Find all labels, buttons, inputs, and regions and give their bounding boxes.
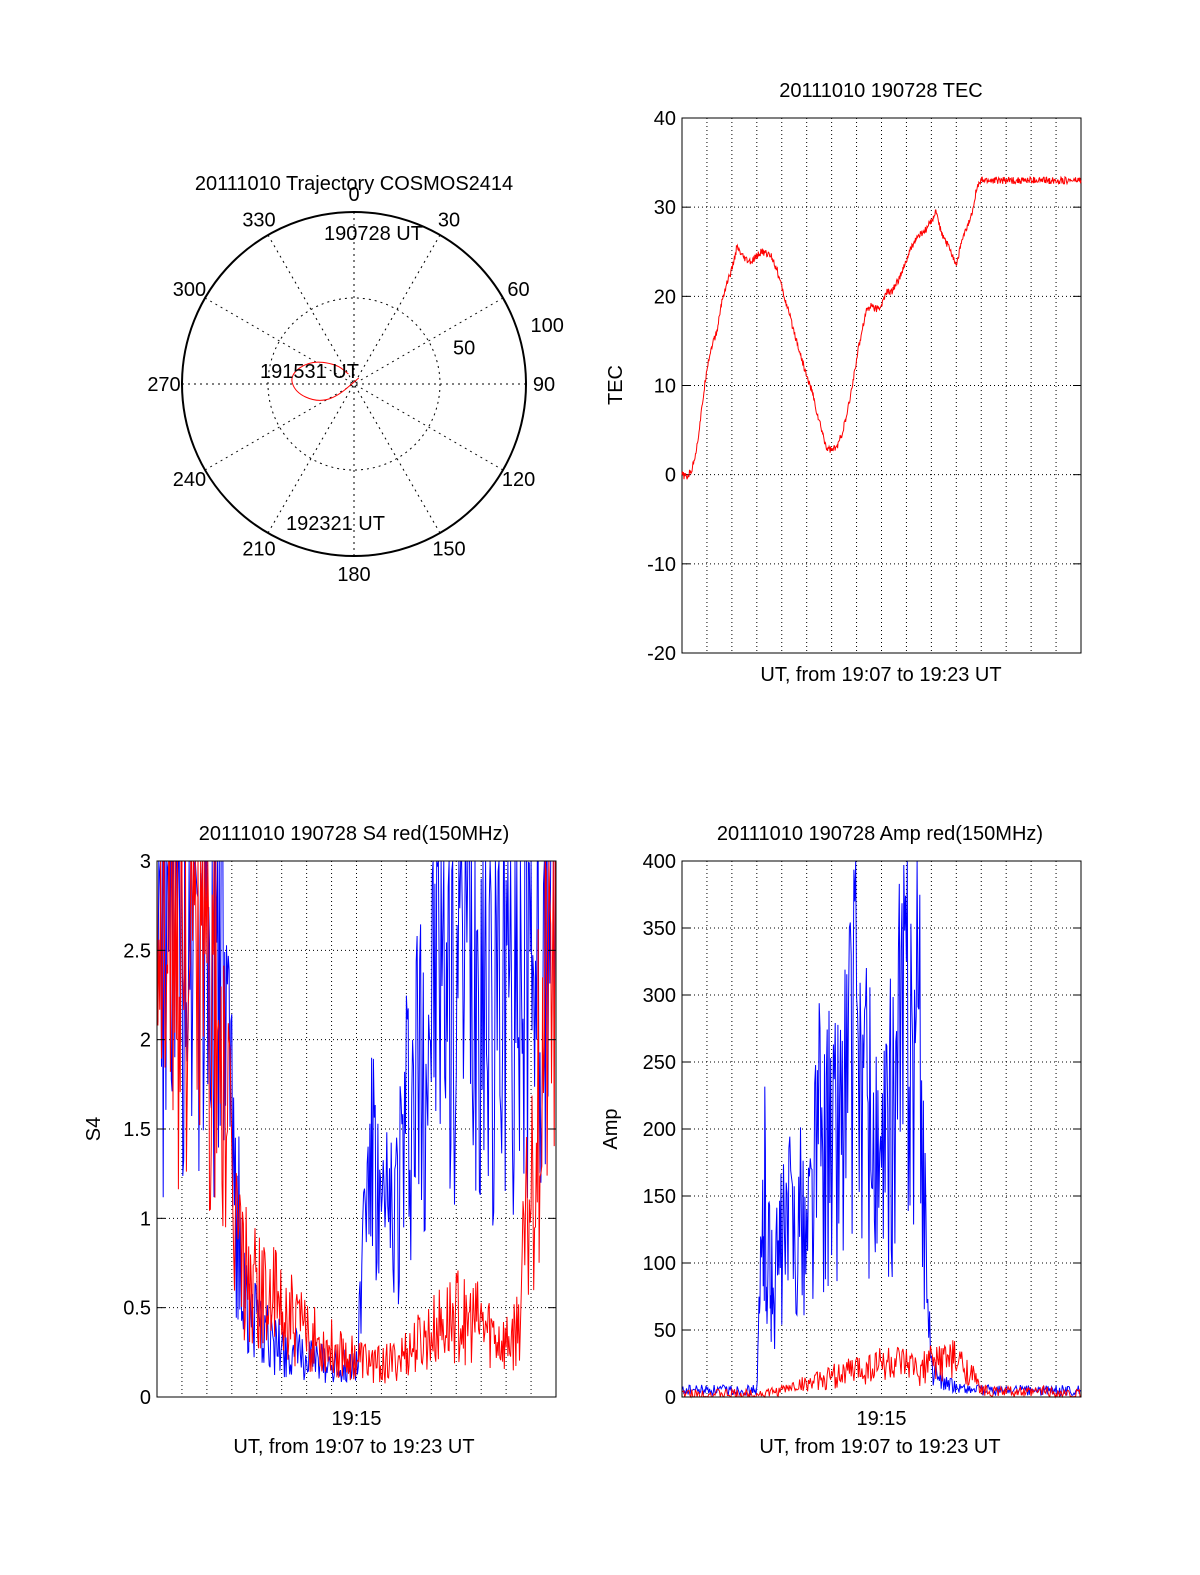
y-tick-label: 10 — [654, 376, 676, 398]
y-tick-label: 30 — [654, 197, 676, 219]
y-tick-label: -20 — [647, 643, 676, 665]
amp-title: 20111010 190728 Amp red(150MHz) — [717, 823, 1043, 845]
azimuth-label: 0 — [348, 184, 359, 206]
polar-title: 20111010 Trajectory COSMOS2414 — [195, 173, 513, 195]
azimuth-label: 120 — [502, 469, 535, 491]
y-tick-label: 350 — [643, 918, 676, 940]
y-tick-label: 0.5 — [123, 1298, 151, 1320]
s4-xlabel: UT, from 19:07 to 19:23 UT — [233, 1436, 474, 1458]
series-line — [681, 175, 1082, 480]
amp-xlabel: UT, from 19:07 to 19:23 UT — [759, 1436, 1000, 1458]
y-tick-label: 400 — [643, 851, 676, 873]
trajectory-middle-label: 191531 UT — [260, 361, 359, 383]
s4-title: 20111010 190728 S4 red(150MHz) — [199, 823, 510, 845]
radial-label: 100 — [530, 315, 563, 337]
y-tick-label: 100 — [643, 1253, 676, 1275]
trajectory-end-label: 192321 UT — [286, 513, 385, 535]
azimuth-label: 300 — [173, 279, 206, 301]
trajectory-start-label: 190728 UT — [324, 223, 423, 245]
s4-chart: 20111010 190728 S4 red(150MHz) 0 0.5 1 1.5 2… — [83, 823, 557, 1458]
tec-ylabel: TEC — [605, 365, 627, 405]
y-tick-label: 1 — [140, 1208, 151, 1230]
y-tick-label: 20 — [654, 286, 676, 308]
x-tick-label: 19:15 — [856, 1408, 906, 1430]
azimuth-label: 240 — [173, 469, 206, 491]
y-tick-label: 50 — [654, 1320, 676, 1342]
y-tick-label: 200 — [643, 1119, 676, 1141]
azimuth-label: 30 — [438, 209, 460, 231]
azimuth-label: 60 — [507, 279, 529, 301]
s4-ylabel: S4 — [83, 1117, 105, 1141]
x-tick-label: 19:15 — [331, 1408, 381, 1430]
azimuth-label: 180 — [337, 564, 370, 586]
series-line — [681, 1340, 1081, 1399]
y-tick-label: 250 — [643, 1052, 676, 1074]
amp-chart: 20111010 190728 Amp red(150MHz) 0 50 100 15… — [600, 823, 1082, 1458]
y-tick-label: 300 — [643, 985, 676, 1007]
azimuth-label: 90 — [533, 374, 555, 396]
y-tick-label: -10 — [647, 554, 676, 576]
series-line — [156, 860, 556, 1384]
y-tick-label: 150 — [643, 1186, 676, 1208]
y-tick-label: 3 — [140, 851, 151, 873]
y-tick-label: 40 — [654, 108, 676, 130]
tec-xlabel: UT, from 19:07 to 19:23 UT — [760, 664, 1001, 686]
tec-title: 20111010 190728 TEC — [779, 80, 983, 102]
y-tick-label: 0 — [665, 1387, 676, 1409]
y-tick-label: 0 — [665, 465, 676, 487]
radial-label: 50 — [453, 337, 475, 359]
azimuth-label: 270 — [147, 374, 180, 396]
y-tick-label: 2.5 — [123, 940, 151, 962]
y-tick-label: 0 — [140, 1387, 151, 1409]
y-tick-label: 1.5 — [123, 1119, 151, 1141]
y-tick-label: 2 — [140, 1030, 151, 1052]
amp-ylabel: Amp — [600, 1108, 622, 1149]
trajectory-line — [291, 361, 360, 401]
azimuth-label: 330 — [242, 209, 275, 231]
azimuth-label: 210 — [242, 539, 275, 561]
azimuth-label: 150 — [432, 539, 465, 561]
tec-chart: 20111010 190728 TEC -20 -10 0 10 20 30 40 UT, … — [605, 80, 1082, 686]
trajectory-polar-chart: 20111010 Trajectory COSMOS2414 0 30 60 90 12… — [147, 173, 564, 586]
